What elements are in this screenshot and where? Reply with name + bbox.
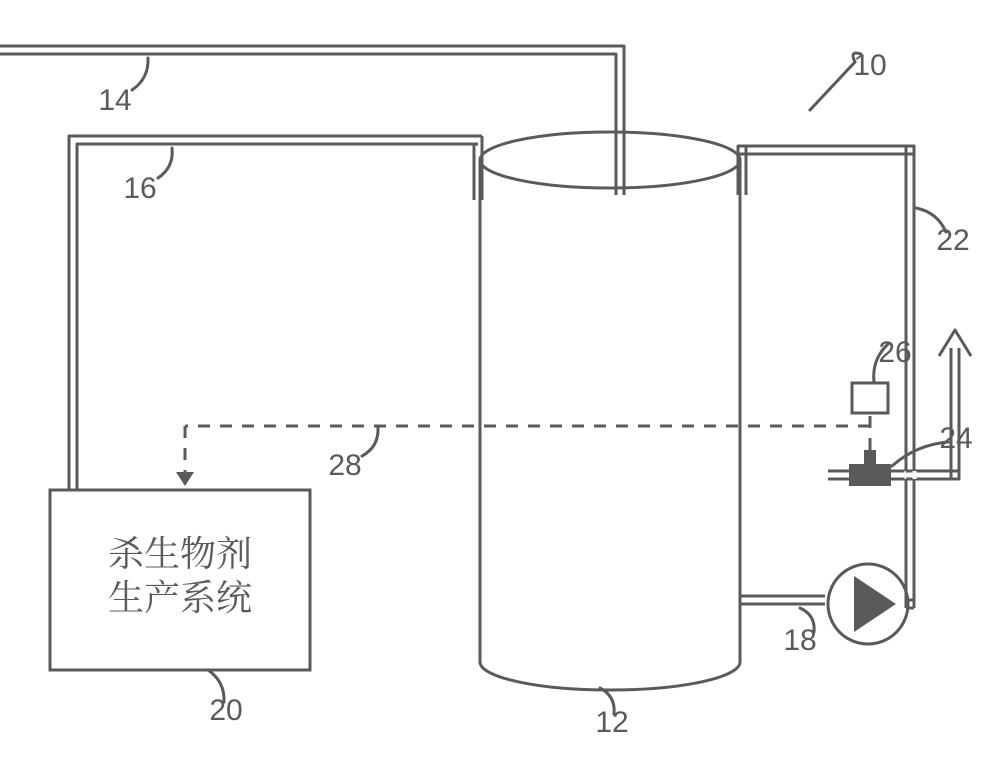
ref-label-22: 22 <box>936 224 969 257</box>
ref-label-26: 26 <box>878 336 911 369</box>
leader-28 <box>362 428 378 456</box>
controller-box <box>852 383 888 413</box>
ref-label-24: 24 <box>939 422 972 455</box>
valve-icon <box>849 464 891 486</box>
diagram-canvas: 杀生物剂生产系统10121416182022242628 <box>0 0 1000 758</box>
ref-label-28: 28 <box>328 449 361 482</box>
ref-label-16: 16 <box>123 172 156 205</box>
ref-label-18: 18 <box>783 624 816 657</box>
ref-label-10: 10 <box>853 49 886 82</box>
ref-label-20: 20 <box>209 694 242 727</box>
ref-label-12: 12 <box>595 706 628 739</box>
producer-box-line2: 生产系统 <box>108 570 252 621</box>
outlet-arrow-icon <box>939 330 971 356</box>
leader-14 <box>132 58 148 90</box>
ref-label-14: 14 <box>98 84 131 117</box>
leader-16 <box>158 148 172 178</box>
arrowhead-icon <box>176 472 194 486</box>
